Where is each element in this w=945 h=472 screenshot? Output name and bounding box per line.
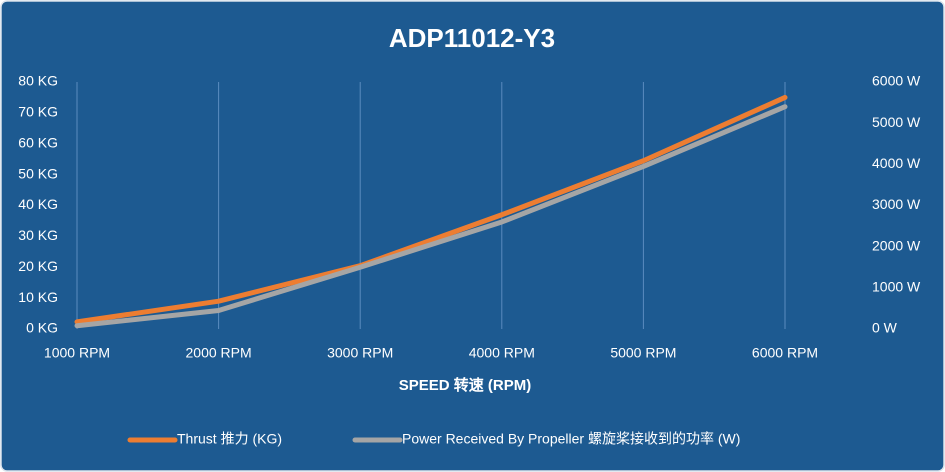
x-tick-label: 5000 RPM (610, 345, 676, 361)
y-tick-label: 0 KG (26, 320, 58, 336)
data-line (74, 94, 788, 325)
x-tick-label: 1000 RPM (44, 345, 110, 361)
legend-label: Power Received By Propeller 螺旋桨接收到的功率 (W… (402, 431, 740, 447)
chart-title: ADP11012-Y3 (389, 23, 555, 53)
y-tick-label: 50 KG (18, 165, 58, 181)
data-line (74, 104, 788, 329)
y-tick-label: 30 KG (18, 227, 58, 243)
y2-tick-label: 6000 W (872, 73, 921, 89)
x-tick-label: 2000 RPM (186, 345, 252, 361)
y-tick-label: 70 KG (18, 104, 58, 120)
y2-tick-label: 0 W (872, 320, 898, 336)
y-tick-label: 80 KG (18, 73, 58, 89)
y-tick-label: 60 KG (18, 134, 58, 150)
y2-tick-label: 4000 W (872, 155, 921, 171)
x-tick-label: 6000 RPM (752, 345, 818, 361)
legend-label: Thrust 推力 (KG) (177, 431, 282, 447)
x-tick-label: 3000 RPM (327, 345, 393, 361)
y2-tick-label: 2000 W (872, 237, 921, 253)
y2-tick-label: 5000 W (872, 114, 921, 130)
y-tick-label: 10 KG (18, 289, 58, 305)
x-axis-title: SPEED 转速 (RPM) (399, 376, 532, 394)
x-tick-label: 4000 RPM (469, 345, 535, 361)
y-tick-label: 40 KG (18, 196, 58, 212)
y2-tick-label: 3000 W (872, 196, 921, 212)
y2-tick-label: 1000 W (872, 279, 921, 295)
y-tick-label: 20 KG (18, 258, 58, 274)
